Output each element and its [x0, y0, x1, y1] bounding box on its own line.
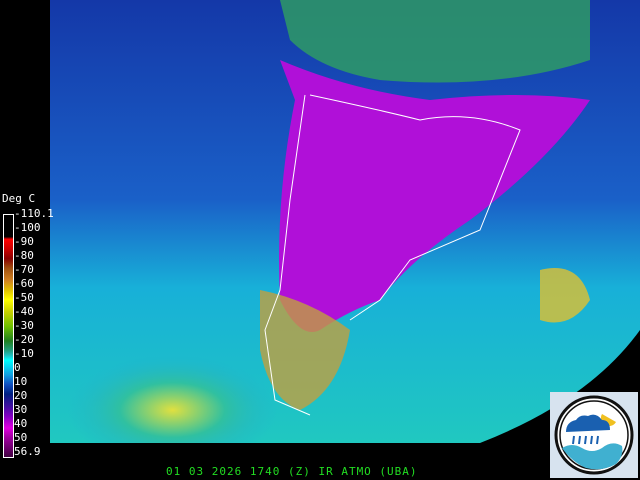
ir-satellite-image: [50, 0, 640, 443]
east-patch: [540, 268, 590, 323]
north-clouds: [280, 0, 590, 83]
cloud-rain-sun-wave-icon: [554, 395, 634, 475]
tick-label: -20: [14, 333, 34, 346]
tick-label: 56.9: [14, 445, 41, 458]
tick-label: -10: [14, 347, 34, 360]
tick-label: -80: [14, 249, 34, 262]
tick-label: 40: [14, 417, 28, 430]
tick-label: 50: [14, 431, 28, 444]
tick-label: 10: [14, 375, 28, 388]
tick-label: 20: [14, 389, 28, 402]
tick-label: -30: [14, 319, 34, 332]
patagonia: [260, 290, 350, 410]
tick-label: -110.1: [14, 207, 54, 220]
color-scale-bar: [3, 214, 14, 458]
legend-title: Deg C: [2, 192, 36, 205]
tick-label: 0: [14, 361, 21, 374]
tick-label: -90: [14, 235, 34, 248]
tick-label: -40: [14, 305, 34, 318]
andes-continent: [279, 60, 590, 332]
tick-label: -50: [14, 291, 34, 304]
tick-label: 30: [14, 403, 28, 416]
tick-label: -60: [14, 277, 34, 290]
timestamp-caption: 01 03 2026 1740 (Z) IR ATMO (UBA): [166, 465, 418, 478]
tick-label: -70: [14, 263, 34, 276]
tick-label: -100: [14, 221, 41, 234]
coast-line: [264, 94, 521, 416]
atmo-logo: [550, 392, 638, 478]
